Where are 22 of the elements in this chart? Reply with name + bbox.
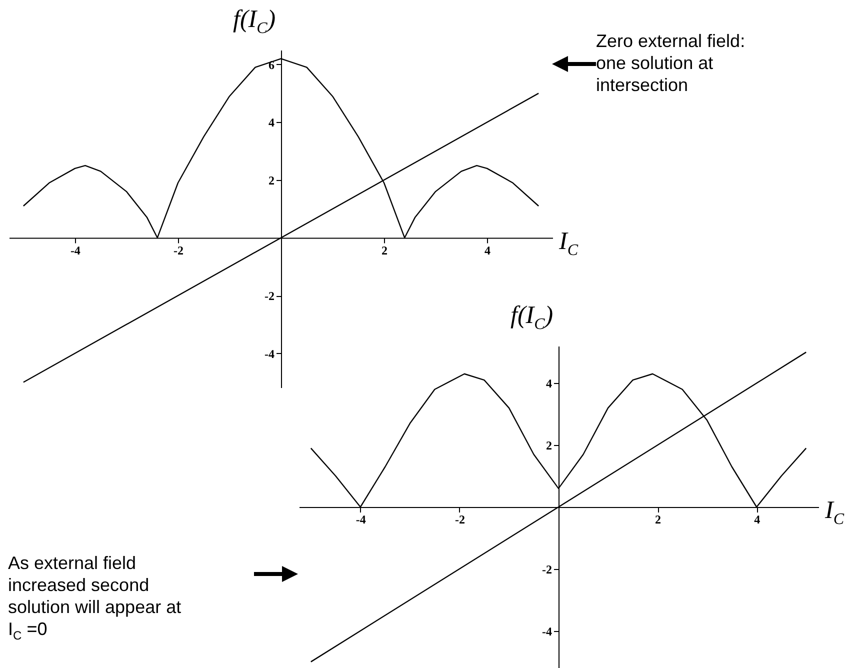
- y-axis-title: f(I$_{C}$): [233, 6, 276, 38]
- x-axis-title: I$_{C}$: [825, 497, 844, 529]
- text: As external field increased second solution will appear at I$_{C}$ =0: [8, 552, 182, 645]
- x-tick-label: 2: [655, 512, 662, 526]
- y-axis-title: f(I$_{C}$): [510, 302, 554, 334]
- x-tick-label: -2: [173, 243, 184, 258]
- x-axis-title: I$_{C}$: [559, 228, 578, 260]
- x-tick-label: 2: [382, 243, 388, 258]
- y-tick-label: -2: [264, 289, 274, 304]
- y-tick-label: 2: [268, 174, 274, 188]
- x-tick-label: -4: [356, 512, 366, 526]
- x-tick-label: 4: [484, 243, 491, 258]
- y-tick-label: 4: [268, 116, 274, 130]
- x-tick-label: -4: [70, 243, 80, 258]
- text: Zero external field: one solution at intersection: [596, 30, 746, 96]
- y-tick-label: -2: [542, 562, 552, 576]
- y-tick-label: 4: [546, 376, 552, 391]
- y-tick-label: -4: [542, 624, 552, 638]
- y-tick-label: 2: [546, 438, 552, 453]
- y-tick-label: -4: [264, 346, 274, 361]
- x-tick-label: -2: [454, 512, 465, 526]
- x-tick-label: 4: [754, 512, 760, 526]
